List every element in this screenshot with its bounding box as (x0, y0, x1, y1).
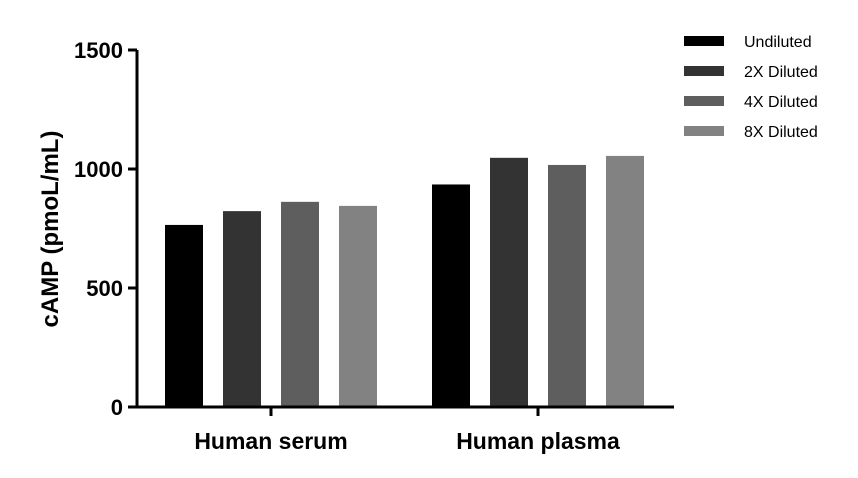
y-tick-label: 0 (111, 395, 123, 420)
x-ticks: Human serum Human plasma (194, 407, 620, 454)
bar (548, 164, 586, 407)
bar (432, 184, 470, 407)
legend-swatch (684, 36, 724, 46)
bars (165, 155, 644, 407)
bar (490, 157, 528, 407)
x-tick-label: Human plasma (456, 428, 620, 454)
bar (606, 155, 644, 407)
y-tick-label: 1000 (74, 157, 123, 182)
legend: Undiluted 2X Diluted 4X Diluted 8X Diluted (684, 34, 818, 141)
legend-label: Undiluted (744, 34, 812, 51)
legend-swatch (684, 96, 724, 106)
legend-label: 4X Diluted (744, 94, 818, 111)
y-axis-title: cAMP (pmoL/mL) (37, 131, 64, 328)
legend-swatch (684, 126, 724, 136)
y-axis: 0 500 1000 1500 (74, 38, 139, 420)
y-tick-label: 500 (86, 276, 123, 301)
bar (223, 211, 261, 407)
legend-swatch (684, 66, 724, 76)
y-tick-label: 1500 (74, 38, 123, 63)
y-ticks: 0 500 1000 1500 (74, 38, 137, 420)
bar (281, 201, 319, 407)
bar (165, 224, 203, 407)
legend-label: 8X Diluted (744, 124, 818, 141)
x-axis: Human serum Human plasma (136, 405, 674, 454)
bar (339, 205, 377, 407)
x-tick-label: Human serum (194, 428, 347, 454)
legend-label: 2X Diluted (744, 64, 818, 81)
